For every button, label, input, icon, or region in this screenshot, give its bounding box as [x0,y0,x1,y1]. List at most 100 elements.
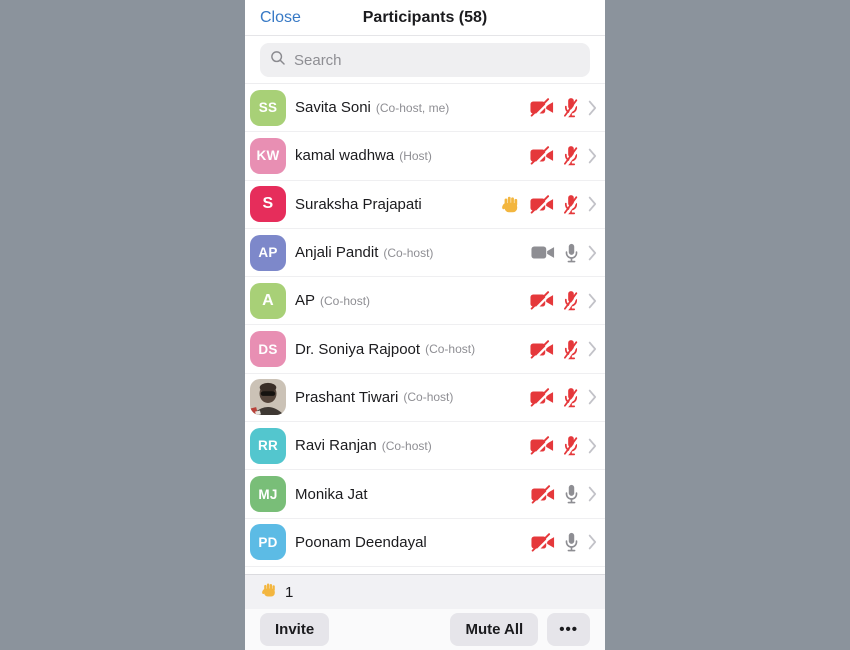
participant-row[interactable]: KW kamal wadhwa (Host) [245,132,605,181]
search-bar-container [245,36,605,83]
participant-row[interactable]: MJ Monika Jat [245,470,605,519]
chevron-right-icon [588,293,597,309]
participant-role: (Co-host) [381,438,432,453]
participant-status-icons [530,145,597,167]
chevron-right-icon [588,486,597,502]
avatar: KW [250,137,286,174]
chevron-right-icon [588,341,597,357]
avatar: DS [250,331,286,368]
raised-hand-icon [502,196,518,213]
video-off-icon [530,146,554,166]
chevron-right-icon [588,196,597,212]
avatar: A [250,282,286,319]
participant-name: kamal wadhwa [295,147,395,165]
search-icon [270,50,286,71]
participants-panel: Close Participants (58) SS Savita Soni (… [245,0,605,650]
participant-name: AP [295,292,316,310]
avatar-initials: KW [256,148,280,164]
participant-row[interactable]: RR Ravi Ranjan (Co-host) [245,422,605,471]
participant-name: Monika Jat [295,485,368,503]
raised-hands-summary: 1 [245,574,605,610]
chevron-right-icon [588,148,597,164]
panel-header: Close Participants (58) [245,0,605,36]
participant-row[interactable]: A AP (Co-host) [245,277,605,326]
avatar: RR [250,427,286,464]
avatar: SS [250,89,286,126]
avatar-initials: PD [258,534,278,550]
participant-name: Dr. Soniya Rajpoot [295,340,421,358]
avatar [250,379,286,416]
more-options-button[interactable]: ••• [547,613,590,647]
participant-status-icons [530,387,597,408]
avatar-initials: DS [258,341,278,357]
mic-off-icon [563,388,579,408]
video-off-icon [531,484,555,504]
close-button[interactable]: Close [260,8,301,26]
participant-row[interactable]: Prashant Tiwari (Co-host) [245,373,605,423]
participant-status-icons [531,243,597,263]
video-off-icon [530,436,554,456]
video-on-icon [531,246,555,259]
participant-row[interactable]: S Suraksha Prajapati [245,180,605,229]
mic-on-icon [565,533,578,552]
video-off-icon [530,388,554,407]
participant-name: Suraksha Prajapati [295,195,422,213]
avatar-initials: RR [257,438,279,454]
raised-hand-count: 1 [285,583,294,601]
participant-role: (Co-host) [425,342,476,357]
mute-all-button[interactable]: Mute All [450,613,539,647]
participant-name: Anjali Pandit [295,244,379,262]
participant-list: SS Savita Soni (Co-host, me) [245,83,605,574]
mic-on-icon [565,243,578,262]
invite-button[interactable]: Invite [260,613,330,647]
participant-role: (Host) [399,148,432,163]
participant-status-icons [530,97,597,118]
avatar: PD [250,524,286,561]
mic-off-icon [563,98,579,118]
chevron-right-icon [588,535,597,550]
participant-row[interactable]: DS Dr. Soniya Rajpoot (Co-host) [245,325,605,374]
participant-name: Prashant Tiwari [295,388,399,406]
mic-off-icon [563,194,579,215]
video-off-icon [530,194,554,214]
footer-actions: Invite Mute All ••• [245,609,605,650]
avatar-photo [250,379,286,416]
participant-status-icons [530,435,597,456]
mic-on-icon [565,484,578,504]
participant-row[interactable]: AP Anjali Pandit (Co-host) [245,228,605,278]
chevron-right-icon [588,438,597,454]
mic-off-icon [563,339,579,360]
avatar-initials: S [262,195,274,213]
chevron-right-icon [588,245,597,260]
avatar-initials: A [262,291,274,309]
avatar-initials: AP [258,245,278,261]
chevron-right-icon [588,390,597,405]
video-off-icon [530,98,554,118]
avatar: MJ [250,476,286,513]
participant-row[interactable]: SS Savita Soni (Co-host, me) [245,84,605,133]
participant-status-icons [502,194,597,215]
mic-off-icon [563,146,579,167]
participant-status-icons [531,532,597,552]
participant-role: (Co-host) [403,390,454,405]
raised-hand-icon [262,582,278,602]
participant-row[interactable]: PD Poonam Deendayal [245,518,605,567]
video-off-icon [530,339,554,359]
avatar-initials: MJ [258,486,278,502]
search-input[interactable] [294,51,580,69]
search-box[interactable] [260,43,590,77]
participant-role: (Co-host) [383,245,434,260]
participant-status-icons [530,290,597,311]
mic-off-icon [563,436,579,456]
avatar: S [250,186,286,223]
video-off-icon [530,291,554,311]
avatar: AP [250,234,286,271]
participant-name: Ravi Ranjan [295,437,377,455]
chevron-right-icon [588,100,597,115]
mic-off-icon [563,291,579,311]
participant-name: Poonam Deendayal [295,533,427,551]
participant-role: (Co-host, me) [375,100,450,115]
participant-status-icons [531,484,597,504]
participant-status-icons [530,339,597,360]
